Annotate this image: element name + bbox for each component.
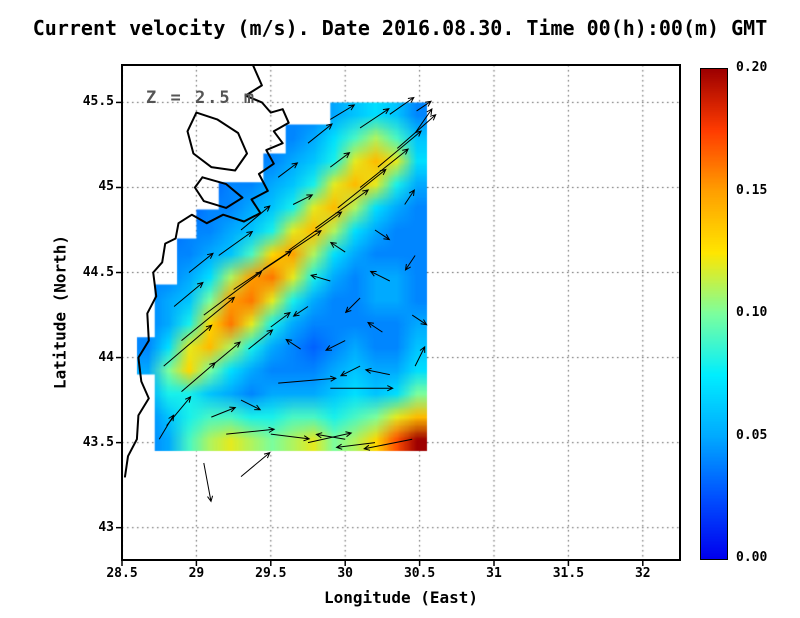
coastline xyxy=(124,64,290,478)
coastline xyxy=(193,176,244,209)
current-vector-arrow xyxy=(218,230,254,256)
current-vector-arrow xyxy=(173,281,204,307)
current-vector-arrow xyxy=(344,297,361,314)
current-vector-arrow xyxy=(330,104,356,120)
current-vector-arrow xyxy=(188,252,214,273)
current-vector-arrow xyxy=(210,341,241,367)
current-vector-arrow xyxy=(359,108,390,129)
current-vector-arrow xyxy=(330,385,394,392)
colorbar xyxy=(700,68,728,560)
current-vector-arrow xyxy=(211,406,237,418)
current-vector-arrow xyxy=(404,255,416,271)
y-tick-44.5: 44.5 xyxy=(82,264,114,280)
current-vector-arrow xyxy=(414,345,426,367)
current-vector-arrow xyxy=(263,230,322,270)
y-tick-43: 43 xyxy=(98,519,114,535)
current-vector-arrow xyxy=(163,324,213,367)
x-tick-29.5: 29.5 xyxy=(255,566,287,581)
current-vector-arrow xyxy=(337,168,387,209)
current-vector-arrow xyxy=(307,123,333,144)
current-vector-arrow xyxy=(330,152,351,168)
current-vector-arrow xyxy=(277,162,299,178)
y-tick-45: 45 xyxy=(98,179,114,195)
current-vector-arrow xyxy=(270,311,291,328)
current-vector-arrow xyxy=(367,321,383,333)
y-tick-43.5: 43.5 xyxy=(82,434,114,450)
current-vector-arrow xyxy=(363,438,413,451)
current-vector-arrow xyxy=(292,306,309,317)
current-vector-arrow xyxy=(240,451,271,477)
current-vector-arrow xyxy=(181,296,236,341)
current-vector-arrow xyxy=(248,329,274,350)
x-tick-29: 29 xyxy=(188,566,205,581)
current-vector-arrow xyxy=(270,433,311,442)
colorbar-tick-0.00: 0.00 xyxy=(736,550,768,565)
y-tick-45.5: 45.5 xyxy=(82,94,114,110)
current-vector-arrow xyxy=(203,462,214,503)
current-vector-arrow xyxy=(404,189,415,205)
current-vector-arrow xyxy=(359,148,409,188)
colorbar-tick-0.15: 0.15 xyxy=(736,182,768,198)
current-vector-arrow xyxy=(411,314,428,326)
current-vector-arrow xyxy=(377,130,422,168)
current-vector-arrow xyxy=(158,414,175,440)
current-vector-arrow xyxy=(278,375,337,384)
x-tick-30.5: 30.5 xyxy=(403,566,436,581)
x-tick-31: 31 xyxy=(486,566,502,581)
current-vector-arrow xyxy=(315,189,370,229)
colorbar-tick-0.05: 0.05 xyxy=(736,427,768,443)
x-tick-31.5: 31.5 xyxy=(552,566,585,581)
current-vector-arrow xyxy=(335,442,376,450)
x-axis-label: Longitude (East) xyxy=(323,588,479,607)
current-vector-arrow xyxy=(307,431,353,444)
current-vector-arrow xyxy=(339,365,361,377)
coastline xyxy=(186,111,248,172)
current-vector-arrow xyxy=(292,194,314,205)
current-vector-arrow xyxy=(285,338,301,350)
x-tick-28.5: 28.5 xyxy=(106,566,138,581)
current-vector-arrow xyxy=(310,273,331,282)
current-vector-arrow xyxy=(240,399,262,411)
current-vector-arrow xyxy=(324,340,346,351)
current-vector-arrow xyxy=(369,270,391,282)
current-vector-arrow xyxy=(315,432,346,440)
current-vector-arrow xyxy=(374,229,391,241)
y-tick-44: 44 xyxy=(98,349,114,365)
colorbar-tick-0.20: 0.20 xyxy=(736,60,768,75)
chart-title: Current velocity (m/s). Date 2016.08.30.… xyxy=(32,16,768,40)
depth-annotation: Z = 2.5 m xyxy=(146,88,257,108)
current-vector-arrow xyxy=(364,367,390,376)
x-tick-32: 32 xyxy=(634,566,651,581)
current-vector-arrow xyxy=(181,362,216,392)
colorbar-gradient xyxy=(701,69,727,559)
current-vector-arrow xyxy=(240,205,271,231)
colorbar-tick-0.10: 0.10 xyxy=(736,305,768,320)
plot-frame xyxy=(121,64,681,561)
y-axis-label: Latitude (North) xyxy=(50,234,70,390)
current-vector-arrow xyxy=(329,241,346,253)
current-vector-arrow xyxy=(226,426,276,435)
current-vector-arrow xyxy=(414,108,433,134)
current-vector-arrow xyxy=(203,271,263,316)
x-tick-30: 30 xyxy=(337,566,354,581)
current-vector-arrow xyxy=(416,100,432,112)
current-vector-arrow xyxy=(389,96,415,115)
